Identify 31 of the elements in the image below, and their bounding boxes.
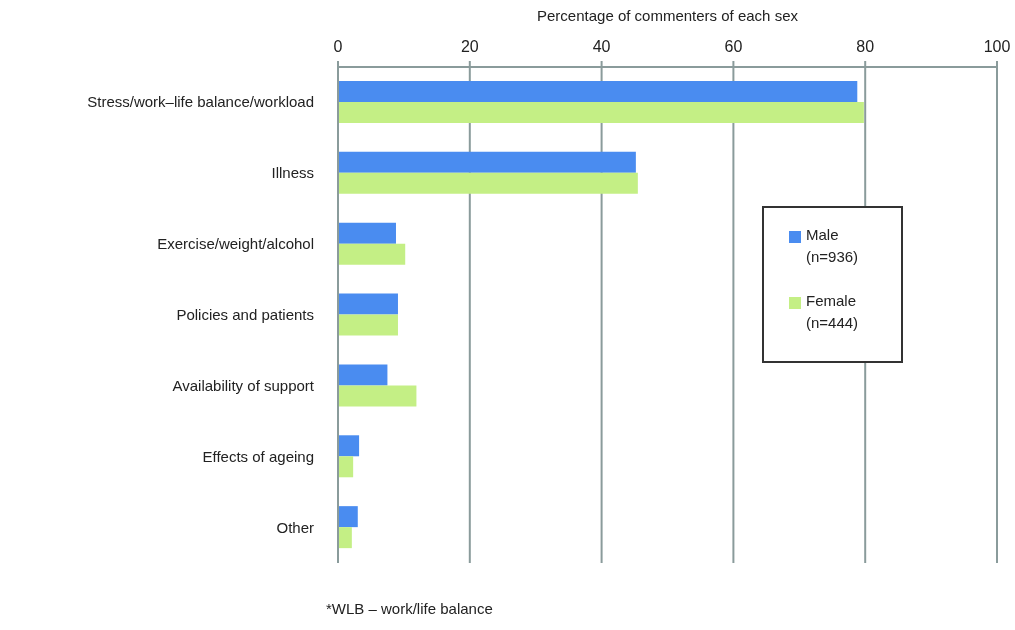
y-tick-label: Other [276,518,314,536]
bar [338,456,354,478]
x-axis-title: Percentage of commenters of each sex [537,6,799,24]
bar [338,151,636,173]
y-tick-label: Exercise/weight/alcohol [157,235,314,253]
bar [338,435,360,457]
y-tick-label: Effects of ageing [202,447,314,465]
legend-label: Female (n=444) [806,291,860,333]
text: *WLB – work/life balance [326,600,493,617]
x-tick-label: 0 [333,38,343,55]
bar [338,243,406,265]
y-tick-label: Policies and patients [176,306,314,323]
legend-label: Male (n=936) [806,225,860,267]
x-tick-label: 40 [592,38,611,55]
bar [338,385,417,407]
bar [338,364,388,386]
bar [338,314,398,336]
y-tick-label: Availability of support [172,376,315,394]
y-tick-label: Illness [271,164,314,182]
bar [338,102,864,123]
bar [338,293,398,315]
bar [338,506,358,528]
y-tick-label: Stress/work–life balance/workload [87,93,314,111]
bar [338,172,638,194]
x-tick-label: 60 [724,38,743,55]
bar [338,81,858,102]
bar [338,222,396,244]
x-tick-label: 80 [856,38,875,55]
x-tick-label: 20 [460,38,479,55]
x-tick-label: 100 [983,38,1011,55]
bar [338,527,352,549]
